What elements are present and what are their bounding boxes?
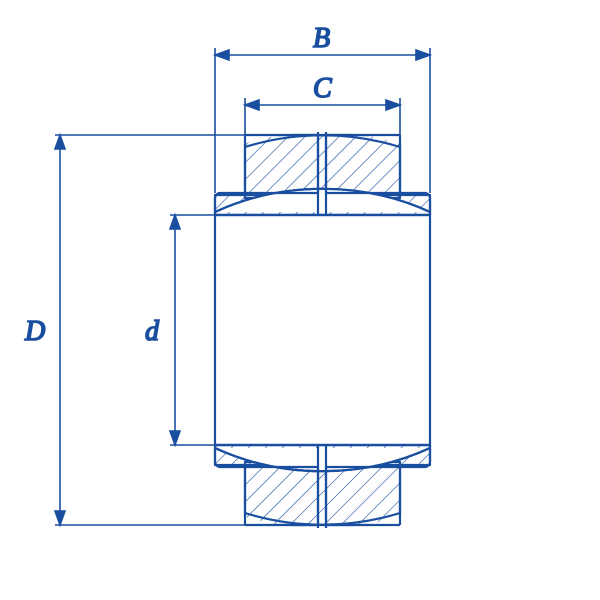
dimension-C-label: C bbox=[313, 73, 332, 104]
dimension-d-label: d bbox=[145, 316, 160, 347]
dimension-d: d bbox=[145, 215, 215, 445]
bearing-cross-section-diagram: D d B C bbox=[0, 0, 600, 600]
bearing-body bbox=[215, 132, 430, 528]
dimension-D: D bbox=[24, 135, 245, 525]
dimension-D-label: D bbox=[24, 316, 45, 347]
dimension-C: C bbox=[245, 73, 400, 135]
dimension-B-label: B bbox=[313, 23, 330, 54]
